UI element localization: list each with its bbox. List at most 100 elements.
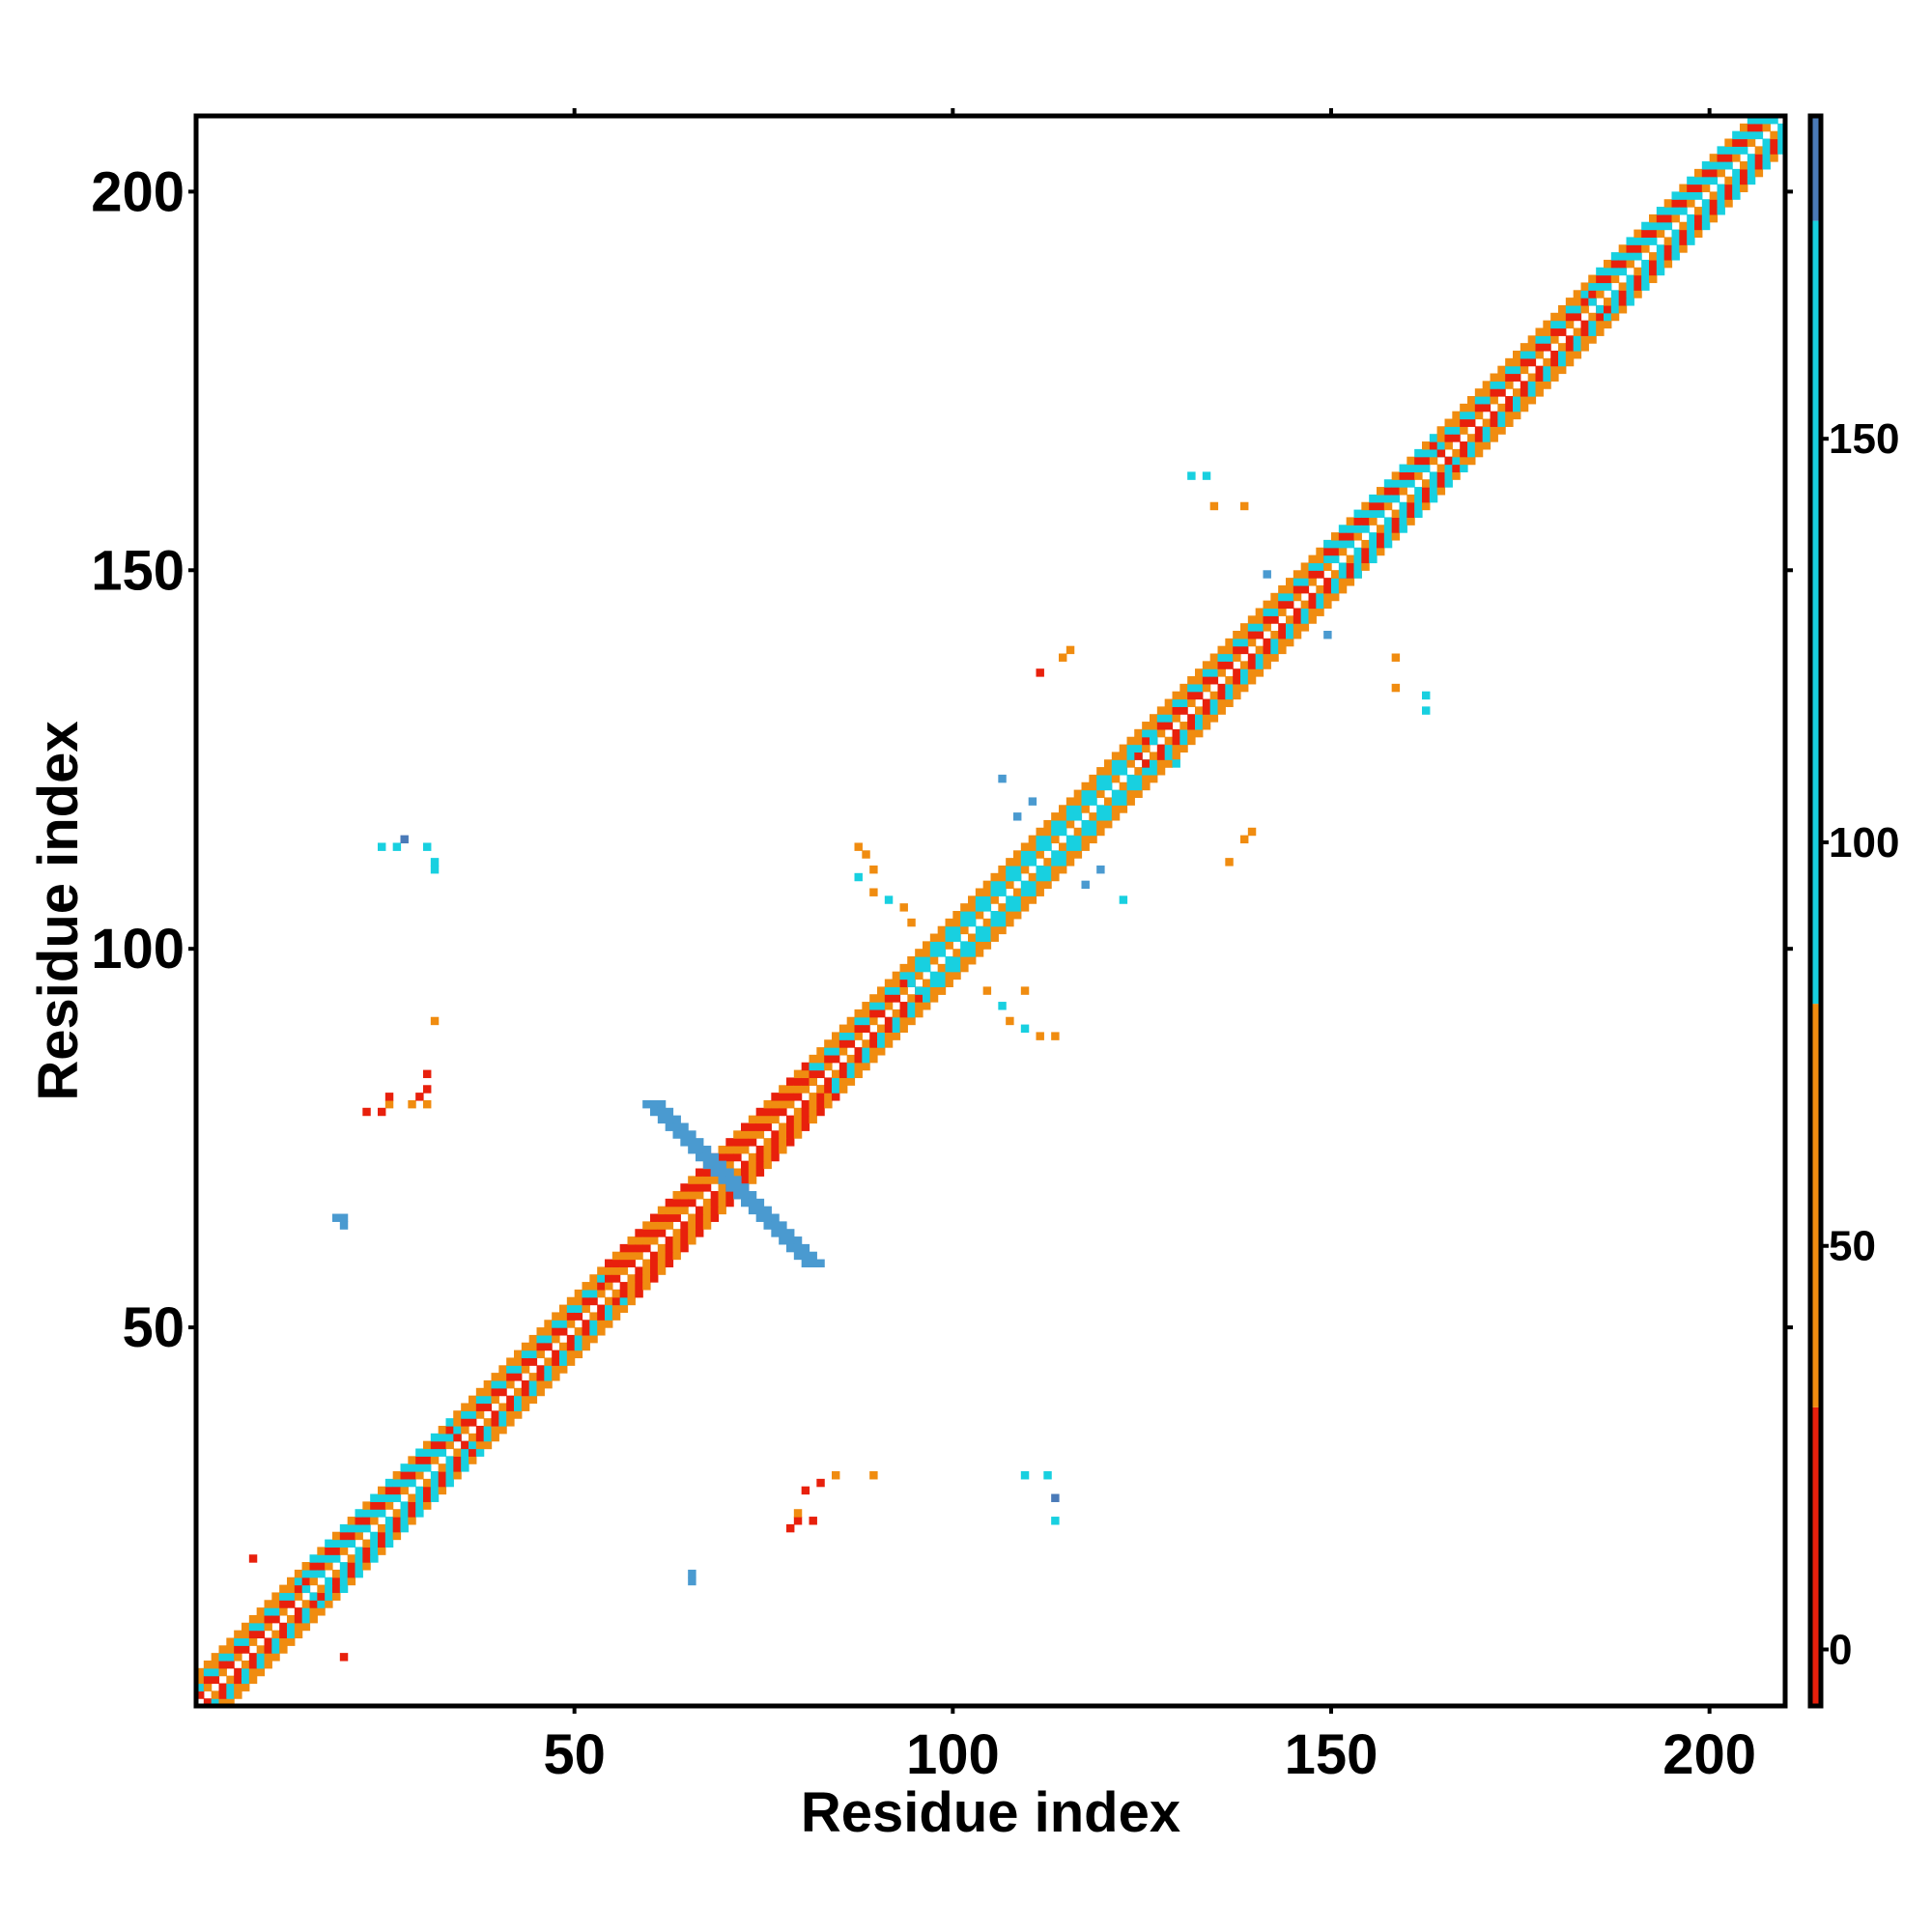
diagonal-cell <box>378 1547 386 1555</box>
diagonal-cell <box>1527 396 1537 405</box>
contact-cell <box>1172 759 1180 768</box>
diagonal-cell <box>1550 350 1559 359</box>
diagonal-cell <box>741 1130 750 1139</box>
diagonal-cell <box>1543 365 1551 375</box>
diagonal-cell <box>755 1107 765 1117</box>
diagonal-cell <box>408 1501 416 1510</box>
contact-cell <box>1096 865 1105 874</box>
diagonal-cell <box>392 1471 402 1480</box>
diagonal-cell <box>793 1069 803 1079</box>
diagonal-cell <box>1460 403 1468 412</box>
diagonal-cell <box>1626 244 1634 253</box>
diagonal-cell <box>1051 858 1060 867</box>
diagonal-cell <box>1308 608 1317 616</box>
diagonal-cell <box>816 1054 825 1064</box>
diagonal-cell <box>536 1342 545 1351</box>
diagonal-cell <box>1717 191 1725 200</box>
diagonal-cell <box>832 1032 840 1040</box>
diagonal-cell <box>1513 357 1521 367</box>
diagonal-cell <box>1233 645 1241 655</box>
diagonal-cell <box>1543 343 1551 352</box>
diagonal-cell <box>1679 191 1688 200</box>
diagonal-cell <box>968 941 977 950</box>
diagonal-cell <box>771 1152 780 1162</box>
cross-cell <box>725 1168 734 1177</box>
diagonal-cell <box>1353 509 1362 519</box>
diagonal-cell <box>998 918 1007 927</box>
diagonal-cell <box>1520 403 1529 412</box>
diagonal-cell <box>1089 774 1097 783</box>
diagonal-cell <box>1323 539 1332 549</box>
diagonal-cell <box>650 1266 659 1275</box>
diagonal-cell <box>1505 396 1514 405</box>
diagonal-cell <box>1217 653 1226 662</box>
diagonal-cell <box>1460 426 1468 435</box>
contact-cell <box>869 1471 878 1480</box>
diagonal-cell <box>862 1002 870 1010</box>
contact-cell <box>688 1569 696 1578</box>
diagonal-cell <box>1172 728 1180 738</box>
diagonal-cell <box>1134 774 1143 783</box>
diagonal-cell <box>574 1327 583 1336</box>
diagonal-cell <box>301 1584 311 1594</box>
diagonal-cell <box>755 1115 765 1124</box>
diagonal-cell <box>423 1478 432 1488</box>
diagonal-cell <box>1777 138 1786 147</box>
diagonal-cell <box>990 888 999 896</box>
diagonal-cell <box>1618 304 1628 314</box>
diagonal-cell <box>1687 191 1695 200</box>
diagonal-cell <box>657 1266 667 1275</box>
diagonal-cell <box>483 1425 493 1435</box>
diagonal-cell <box>1573 343 1582 352</box>
diagonal-cell <box>611 1312 621 1321</box>
diagonal-cell <box>824 1039 833 1048</box>
diagonal-cell <box>1286 638 1294 647</box>
diagonal-cell <box>392 1523 402 1533</box>
diagonal-cell <box>1377 525 1385 533</box>
diagonal-cell <box>384 1539 394 1548</box>
diagonal-cell <box>1694 191 1703 200</box>
diagonal-cell <box>1694 229 1703 239</box>
diagonal-cell <box>710 1176 720 1184</box>
diagonal-cell <box>1059 842 1067 851</box>
diagonal-cell <box>226 1645 235 1654</box>
diagonal-cell <box>1293 630 1302 639</box>
cross-cell <box>725 1183 734 1192</box>
diagonal-cell <box>1422 456 1431 466</box>
diagonal-cell <box>1649 259 1658 269</box>
contact-cell <box>1323 630 1332 639</box>
diagonal-cell <box>1081 835 1090 844</box>
diagonal-cell <box>1209 691 1219 700</box>
diagonal-cell <box>672 1243 681 1253</box>
diagonal-cell <box>1436 487 1446 496</box>
diagonal-cell <box>400 1486 409 1495</box>
diagonal-cell <box>1513 403 1521 412</box>
diagonal-cell <box>786 1099 795 1109</box>
diagonal-cell <box>832 1093 840 1101</box>
diagonal-cell <box>1709 199 1719 208</box>
diagonal-cell <box>1565 350 1575 359</box>
diagonal-cell <box>1679 244 1688 253</box>
diagonal-cell <box>968 911 977 920</box>
diagonal-cell <box>1399 501 1407 511</box>
diagonal-cell <box>627 1236 636 1245</box>
diagonal-cell <box>755 1152 765 1162</box>
diagonal-cell <box>423 1493 432 1502</box>
diagonal-cell <box>1444 464 1453 472</box>
diagonal-cell <box>1051 819 1060 829</box>
diagonal-cell <box>605 1312 613 1321</box>
diagonal-cell <box>248 1660 258 1669</box>
diagonal-cell <box>1089 812 1097 821</box>
diagonal-cell <box>1036 880 1044 890</box>
diagonal-cell <box>1323 592 1332 602</box>
diagonal-cell <box>1073 789 1083 799</box>
diagonal-cell <box>1747 138 1756 147</box>
diagonal-cell <box>203 1667 213 1677</box>
diagonal-cell <box>1474 403 1484 412</box>
diagonal-cell <box>779 1122 787 1131</box>
diagonal-cell <box>309 1600 318 1608</box>
diagonal-cell <box>1020 888 1030 896</box>
diagonal-cell <box>1308 562 1317 571</box>
diagonal-cell <box>1353 532 1362 541</box>
diagonal-cell <box>378 1493 386 1502</box>
